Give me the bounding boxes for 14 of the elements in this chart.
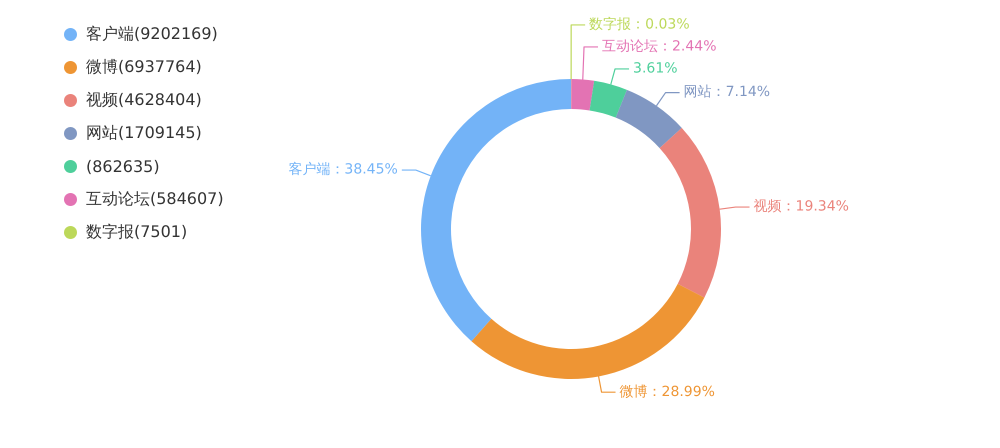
data-label: 客户端：38.45% [288, 162, 398, 178]
data-label: 互动论坛：2.44% [602, 38, 717, 55]
data-label: 微博：28.99% [620, 384, 715, 400]
data-label: 网站：7.14% [684, 84, 770, 100]
legend-label: 视频(4628404) [86, 90, 202, 111]
data-label: 数字报：0.03% [589, 16, 690, 33]
legend-label: (862635) [86, 157, 160, 176]
legend-label: 微博(6937764) [86, 57, 202, 78]
data-label: 3.61% [633, 60, 678, 77]
legend-label: 互动论坛(584607) [86, 189, 224, 210]
legend-label: 数字报(7501) [86, 222, 188, 243]
data-label: 视频：19.34% [754, 198, 849, 215]
legend-label: 客户端(9202169) [86, 24, 218, 45]
legend-label: 网站(1709145) [86, 123, 202, 144]
